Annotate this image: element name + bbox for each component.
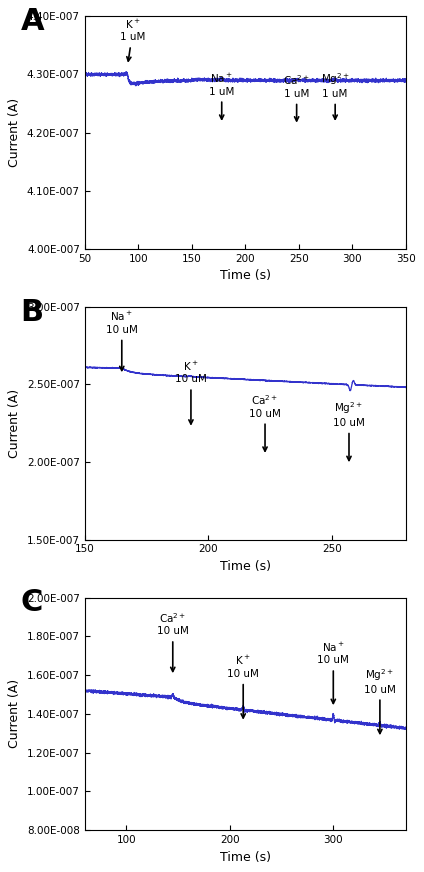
Text: K$^+$
10 uM: K$^+$ 10 uM <box>175 360 207 424</box>
Text: Mg$^{2+}$
10 uM: Mg$^{2+}$ 10 uM <box>333 400 365 460</box>
X-axis label: Time (s): Time (s) <box>220 851 271 863</box>
Text: C: C <box>20 589 43 617</box>
Text: Ca$^{2+}$
10 uM: Ca$^{2+}$ 10 uM <box>249 393 281 451</box>
Text: Na$^+$
10 uM: Na$^+$ 10 uM <box>317 641 349 704</box>
Text: Na$^+$
1 uM: Na$^+$ 1 uM <box>209 72 234 119</box>
Text: Na$^+$
10 uM: Na$^+$ 10 uM <box>106 310 138 371</box>
Text: Ca$^{2+}$
10 uM: Ca$^{2+}$ 10 uM <box>157 611 189 671</box>
Text: B: B <box>20 297 44 327</box>
X-axis label: Time (s): Time (s) <box>220 560 271 573</box>
Text: Ca$^{2+}$
1 uM: Ca$^{2+}$ 1 uM <box>283 73 310 121</box>
Y-axis label: Current (A): Current (A) <box>8 679 21 748</box>
Text: K$^+$
10 uM: K$^+$ 10 uM <box>227 654 259 718</box>
Y-axis label: Current (A): Current (A) <box>8 389 21 458</box>
X-axis label: Time (s): Time (s) <box>220 269 271 283</box>
Text: Mg$^{2+}$
10 uM: Mg$^{2+}$ 10 uM <box>364 667 396 733</box>
Y-axis label: Current (A): Current (A) <box>8 98 21 167</box>
Text: K$^+$
1 uM: K$^+$ 1 uM <box>120 17 145 61</box>
Text: Mg$^{2+}$
1 uM: Mg$^{2+}$ 1 uM <box>321 72 350 119</box>
Text: A: A <box>20 7 44 36</box>
